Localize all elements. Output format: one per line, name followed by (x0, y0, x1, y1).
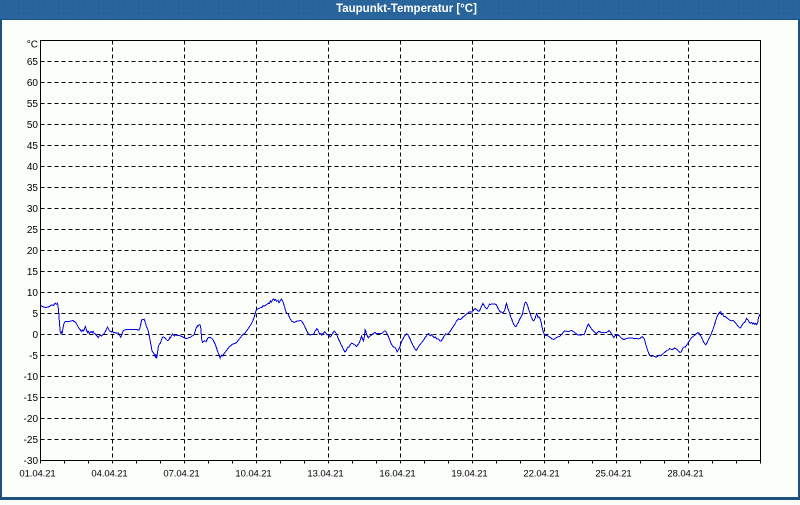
svg-text:60: 60 (27, 78, 39, 89)
svg-text:25.04.21: 25.04.21 (595, 469, 631, 480)
svg-text:-10: -10 (24, 372, 39, 383)
svg-text:30: 30 (27, 204, 39, 215)
svg-text:-25: -25 (24, 435, 39, 446)
svg-text:25: 25 (27, 225, 39, 236)
svg-text:07.04.21: 07.04.21 (163, 469, 199, 480)
svg-text:-20: -20 (24, 414, 39, 425)
svg-text:22.04.21: 22.04.21 (523, 469, 559, 480)
svg-text:5: 5 (32, 309, 38, 320)
svg-text:01.04.21: 01.04.21 (19, 469, 55, 480)
svg-text:65: 65 (27, 57, 39, 68)
svg-text:28.04.21: 28.04.21 (667, 469, 703, 480)
svg-text:45: 45 (27, 141, 39, 152)
svg-text:55: 55 (27, 99, 39, 110)
svg-text:16.04.21: 16.04.21 (379, 469, 415, 480)
svg-text:-15: -15 (24, 393, 39, 404)
svg-text:40: 40 (27, 162, 39, 173)
svg-text:50: 50 (27, 120, 39, 131)
svg-text:-5: -5 (29, 351, 38, 362)
svg-text:10.04.21: 10.04.21 (235, 469, 271, 480)
svg-text:0: 0 (32, 330, 38, 341)
svg-text:10: 10 (27, 288, 39, 299)
svg-text:04.04.21: 04.04.21 (91, 469, 127, 480)
svg-text:-30: -30 (24, 456, 39, 467)
svg-text:°C: °C (27, 40, 38, 51)
svg-text:15: 15 (27, 267, 39, 278)
svg-text:20: 20 (27, 246, 39, 257)
svg-text:13.04.21: 13.04.21 (307, 469, 343, 480)
svg-text:35: 35 (27, 183, 39, 194)
svg-text:19.04.21: 19.04.21 (451, 469, 487, 480)
